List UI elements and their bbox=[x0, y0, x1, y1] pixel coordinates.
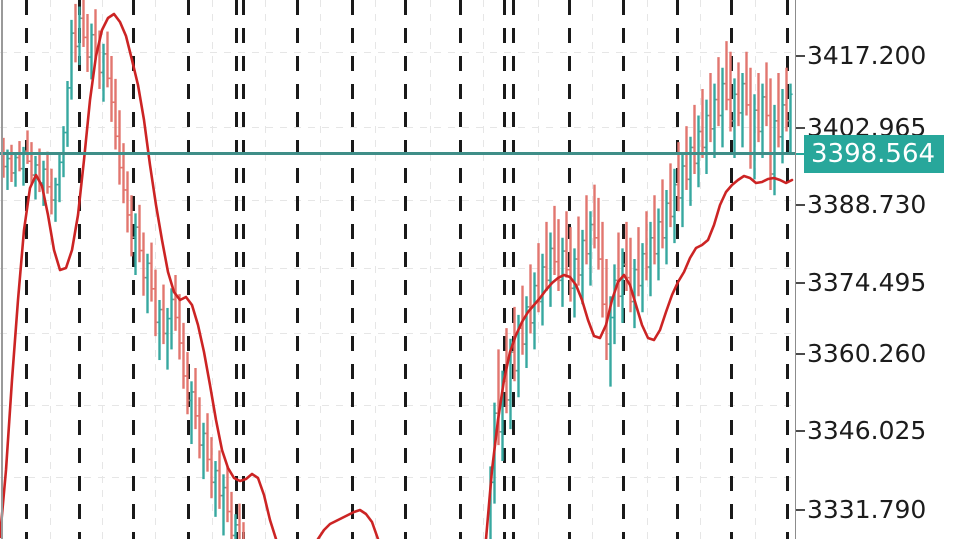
price-axis-label: 3360.260 bbox=[807, 339, 927, 368]
current-price-tick-mark bbox=[796, 153, 805, 155]
price-axis-label: 3374.495 bbox=[807, 268, 927, 297]
left-axis-spine bbox=[1, 0, 3, 539]
price-axis-label: 3417.200 bbox=[807, 41, 927, 70]
price-axis-label: 3346.025 bbox=[807, 416, 927, 445]
price-tick-mark bbox=[796, 127, 805, 129]
price-tick-mark bbox=[796, 204, 805, 206]
price-tick-mark bbox=[796, 353, 805, 355]
price-tick-mark bbox=[796, 430, 805, 432]
candlestick-series bbox=[1, 0, 793, 539]
price-tick-mark bbox=[796, 282, 805, 284]
price-axis[interactable]: 3417.200 3402.965 3388.730 3374.495 3360.260… bbox=[796, 0, 960, 539]
chart-canvas bbox=[0, 0, 796, 539]
current-price-badge[interactable]: 3398.564 bbox=[804, 135, 945, 173]
moving-average-line bbox=[0, 12, 794, 539]
chart-plot-area[interactable] bbox=[0, 0, 796, 539]
session-divider-lines bbox=[25, 0, 789, 539]
price-axis-label: 3331.790 bbox=[807, 495, 927, 524]
price-axis-label: 3388.730 bbox=[807, 190, 927, 219]
current-price-badge-label: 3398.564 bbox=[811, 139, 936, 169]
price-tick-mark bbox=[796, 55, 805, 57]
price-tick-mark bbox=[796, 509, 805, 511]
